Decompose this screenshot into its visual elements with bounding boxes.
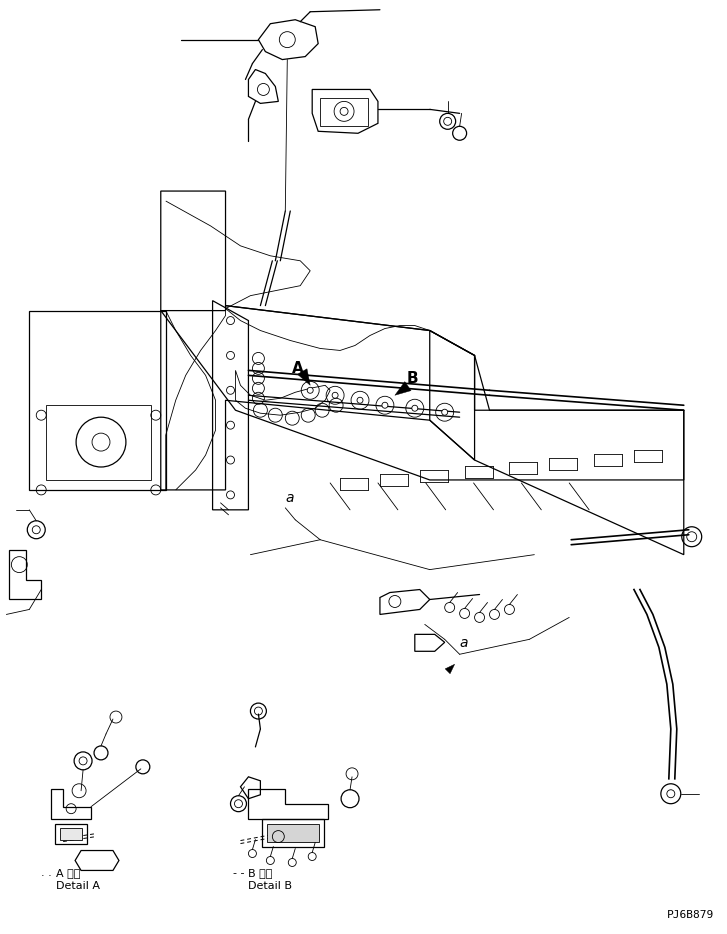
Bar	[60, 828, 82, 840]
Text: Detail A: Detail A	[56, 882, 100, 891]
Bar	[320, 98, 368, 126]
Bar	[55, 824, 87, 843]
Text: A: A	[292, 361, 304, 375]
Circle shape	[357, 397, 363, 403]
Text: a: a	[285, 491, 294, 505]
Circle shape	[332, 392, 338, 398]
Text: Detail B: Detail B	[249, 882, 292, 891]
Polygon shape	[445, 664, 454, 673]
Text: B 詳細: B 詳細	[249, 869, 273, 878]
Text: PJ6B879: PJ6B879	[667, 911, 714, 920]
Text: . .: . .	[41, 869, 52, 878]
Text: a: a	[459, 636, 468, 650]
Circle shape	[308, 388, 313, 393]
Circle shape	[411, 405, 418, 411]
Text: - -: - -	[233, 869, 244, 878]
Polygon shape	[395, 382, 411, 395]
Text: A 詳細: A 詳細	[56, 869, 81, 878]
Bar	[262, 819, 324, 846]
Text: B: B	[407, 371, 419, 386]
Circle shape	[442, 409, 448, 416]
Polygon shape	[297, 369, 310, 386]
Circle shape	[382, 403, 388, 408]
Bar	[47, 405, 150, 480]
Bar	[268, 824, 319, 842]
